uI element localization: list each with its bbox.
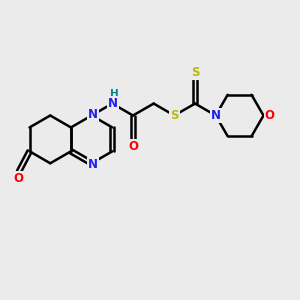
Text: N: N: [108, 97, 118, 110]
Text: N: N: [88, 158, 98, 171]
Text: N: N: [88, 108, 98, 121]
Text: O: O: [265, 109, 275, 122]
Text: O: O: [13, 172, 23, 185]
Text: H: H: [110, 89, 119, 99]
Text: N: N: [211, 109, 221, 122]
Text: S: S: [191, 66, 199, 79]
Text: S: S: [170, 109, 178, 122]
Text: O: O: [128, 140, 138, 153]
